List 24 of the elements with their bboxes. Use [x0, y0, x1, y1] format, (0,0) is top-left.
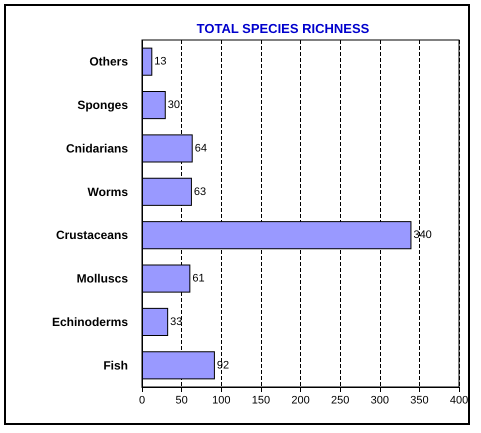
y-tick-label: Others — [89, 54, 128, 69]
y-tick-label: Worms — [88, 184, 128, 199]
y-tick-label: Sponges — [77, 98, 128, 112]
data-label: 340 — [413, 229, 432, 242]
y-tick-label: Molluscs — [76, 272, 128, 286]
x-tick-label: 300 — [370, 394, 389, 406]
y-tick-label: Echinoderms — [52, 314, 128, 329]
x-tick-label: 0 — [138, 394, 146, 406]
x-tick-label: 50 — [176, 394, 188, 406]
x-tick-label: 100 — [212, 394, 230, 406]
x-tick-label: 250 — [330, 394, 350, 406]
data-label: 64 — [194, 142, 207, 154]
data-label: 61 — [192, 272, 205, 285]
x-tick-label: 400 — [450, 394, 468, 406]
data-label: 30 — [168, 99, 180, 112]
x-tick-label: 200 — [291, 394, 310, 406]
x-tick-label: 150 — [252, 394, 270, 406]
data-label: 13 — [154, 56, 167, 68]
y-tick-label: Cnidarians — [66, 141, 128, 156]
x-tick-label: 350 — [410, 394, 429, 406]
chart-title: TOTAL SPECIES RICHNESS — [196, 21, 370, 36]
y-tick-label: Crustaceans — [56, 228, 128, 242]
data-label: 63 — [194, 186, 206, 198]
y-tick-label: Fish — [103, 358, 128, 372]
